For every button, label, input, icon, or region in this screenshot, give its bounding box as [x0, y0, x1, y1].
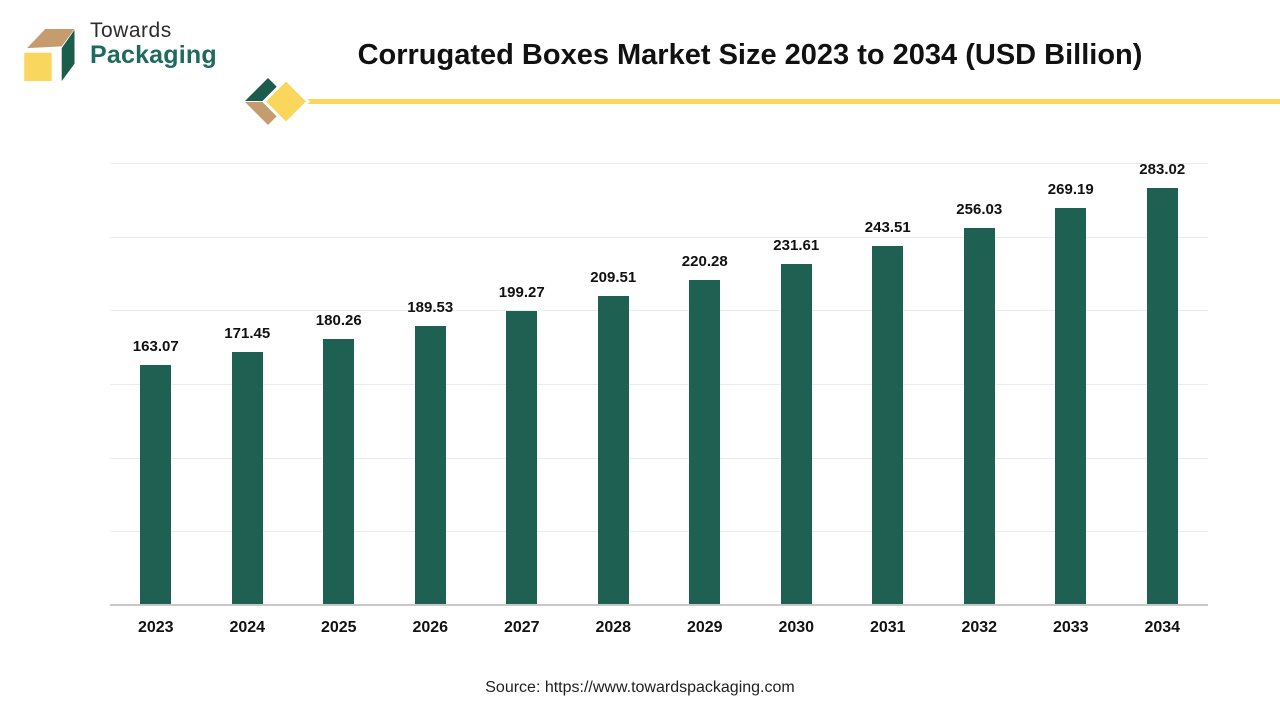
- bar-value-label: 209.51: [590, 269, 637, 287]
- bar-value-label: 243.51: [864, 219, 911, 237]
- bar: [963, 227, 995, 604]
- gridline: [110, 236, 1208, 238]
- bar-value-label: 171.45: [224, 325, 271, 343]
- gridline: [110, 457, 1208, 459]
- bar: [323, 339, 355, 604]
- gridline: [110, 163, 1208, 164]
- x-axis-tick-label: 2032: [961, 619, 998, 636]
- bar: [414, 325, 446, 604]
- bar: [231, 352, 263, 604]
- logo-wordmark-packaging: Packaging: [90, 41, 217, 70]
- x-axis-tick-label: 2027: [503, 619, 540, 636]
- bar-value-label: 269.19: [1047, 181, 1094, 199]
- gridline: [110, 531, 1208, 533]
- bar: [872, 246, 904, 604]
- towards-packaging-logo-icon: [24, 28, 75, 82]
- gridline: [110, 384, 1208, 385]
- bar: [689, 280, 721, 604]
- bar: [1146, 188, 1178, 604]
- x-axis-tick-label: 2026: [412, 619, 449, 636]
- bar-value-label: 283.02: [1139, 161, 1186, 179]
- logo-box-top-face: [26, 28, 75, 49]
- bar-value-label: 220.28: [681, 253, 728, 271]
- x-axis-tick-label: 2023: [137, 619, 174, 636]
- x-axis-tick-label: 2025: [320, 619, 357, 636]
- x-axis-tick-label: 2034: [1144, 619, 1181, 636]
- x-axis-tick-label: 2028: [595, 619, 632, 636]
- bar-value-label: 256.03: [956, 200, 1003, 218]
- bar-value-label: 163.07: [132, 337, 179, 355]
- gridline: [110, 310, 1208, 312]
- x-axis-line: [110, 604, 1208, 606]
- logo-wordmark: Towards Packaging: [90, 19, 217, 70]
- ribbon-diamond-icon: [261, 77, 311, 126]
- x-axis-tick-label: 2029: [686, 619, 723, 636]
- x-axis-tick-label: 2024: [229, 619, 266, 636]
- bar: [140, 364, 172, 604]
- logo-wordmark-towards: Towards: [90, 19, 172, 42]
- bar: [780, 263, 812, 604]
- bar-value-label: 199.27: [498, 284, 545, 302]
- bar-value-label: 180.26: [315, 312, 362, 330]
- bar: [597, 296, 629, 604]
- x-axis-tick-label: 2031: [869, 619, 906, 636]
- x-axis-tick-label: 2030: [778, 619, 815, 636]
- x-axis-tick-label: 2033: [1052, 619, 1089, 636]
- logo-box-front-face: [24, 52, 52, 82]
- ribbon-line: [296, 99, 1280, 104]
- page-title: Corrugated Boxes Market Size 2023 to 203…: [357, 39, 1143, 71]
- bar: [506, 311, 538, 604]
- bar: [1055, 208, 1087, 604]
- source-attribution: Source: https://www.towardspackaging.com: [485, 679, 795, 696]
- bar-value-label: 189.53: [407, 298, 454, 316]
- logo-box-right-face: [61, 29, 75, 82]
- title-underline-ribbon: [245, 77, 1280, 126]
- bar-value-label: 231.61: [773, 236, 820, 254]
